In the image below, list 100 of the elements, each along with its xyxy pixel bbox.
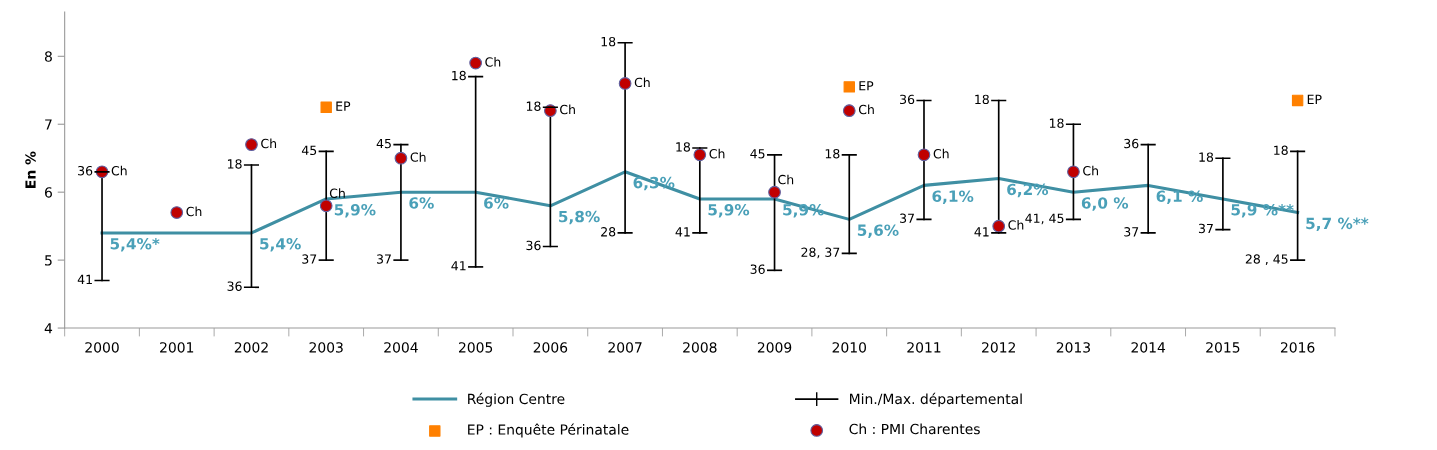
point xyxy=(917,148,931,162)
annotation: 18 xyxy=(1274,145,1288,156)
point xyxy=(245,138,258,151)
annotation: 37 xyxy=(900,213,914,223)
x-tick-label: 2011 xyxy=(907,342,941,353)
data-label: Ch xyxy=(410,152,426,162)
data-label: Ch xyxy=(186,206,202,217)
point xyxy=(992,219,1006,233)
point xyxy=(618,77,632,90)
data-label: Ch xyxy=(933,148,949,159)
point xyxy=(319,199,333,213)
x-tick-label: 2002 xyxy=(234,342,268,353)
y-tick-label: 5 xyxy=(45,255,52,266)
data-label: Ch xyxy=(858,104,874,115)
legend-label: EP : Enquête Périnatale xyxy=(468,423,629,438)
x-tick-label: 2010 xyxy=(832,342,867,353)
legend-label: Ch : PMI Charentes xyxy=(849,423,980,435)
annotation: 37 xyxy=(302,254,317,264)
data-label: Ch xyxy=(1008,220,1024,230)
data-label: Ch xyxy=(485,57,501,67)
point xyxy=(170,206,184,219)
annotation: 37 xyxy=(1198,223,1213,234)
annotation: 18 xyxy=(1199,152,1214,162)
point xyxy=(842,104,856,118)
y-tick-label: 6 xyxy=(44,187,52,198)
y-tick-label: 8 xyxy=(44,51,52,62)
data-label: 5,9% xyxy=(334,204,376,218)
data-label: 5,9% xyxy=(708,204,750,218)
data-label: 6,2% xyxy=(1007,183,1049,198)
data-label: 6,0 % xyxy=(1081,197,1129,211)
annotation: 36 xyxy=(1124,138,1139,149)
annotation: 18 xyxy=(227,159,242,169)
data-label: Ch xyxy=(1083,165,1098,176)
data-label: Ch xyxy=(634,77,650,88)
y-tick-label: 4 xyxy=(44,323,53,334)
data-label: Ch xyxy=(261,138,277,149)
annotation: 45 xyxy=(301,145,317,156)
data-label: Ch xyxy=(111,165,127,176)
x-tick-label: 2015 xyxy=(1206,342,1240,353)
x-tick-label: 2014 xyxy=(1131,342,1166,353)
annotation: 36 xyxy=(900,94,915,105)
point xyxy=(1291,94,1304,107)
x-tick-label: 2008 xyxy=(683,342,717,353)
annotation: 18 xyxy=(526,101,541,111)
annotation: 41 xyxy=(974,227,989,237)
point xyxy=(693,148,707,162)
x-tick-label: 2013 xyxy=(1056,342,1090,353)
annotation: 45 xyxy=(376,138,391,149)
data-label: EP xyxy=(336,101,351,111)
data-label: 5,7 %** xyxy=(1306,217,1369,232)
annotation: 36 xyxy=(78,165,93,176)
legend-label: Région Centre xyxy=(468,392,565,407)
data-label: 6,1% xyxy=(932,190,974,204)
annotation: 41 xyxy=(77,274,92,284)
annotation: 28 xyxy=(601,227,616,237)
data-label: 5,6% xyxy=(857,224,899,238)
annotation: 41, 45 xyxy=(1025,213,1064,225)
x-tick-label: 2005 xyxy=(458,342,493,353)
annotation: 18 xyxy=(825,148,840,159)
point xyxy=(768,185,781,199)
x-tick-label: 2016 xyxy=(1280,342,1315,353)
data-label: Ch xyxy=(709,148,725,159)
annotation: 18 xyxy=(452,70,466,81)
data-label: Ch xyxy=(329,188,345,198)
data-label: 5,9% xyxy=(783,204,824,218)
annotation: 18 xyxy=(975,94,989,105)
data-label: 6% xyxy=(484,197,509,209)
annotation: 37 xyxy=(1124,227,1139,237)
annotation: 28, 37 xyxy=(801,247,840,259)
data-label: EP xyxy=(859,81,874,91)
data-label: Ch xyxy=(560,104,575,115)
annotation: 18 xyxy=(676,142,690,152)
annotation: 41 xyxy=(451,261,466,271)
y-axis-title: En % xyxy=(25,151,36,188)
data-label: 5,8% xyxy=(559,210,600,225)
annotation: 37 xyxy=(377,254,391,264)
data-label: EP xyxy=(1307,94,1322,104)
annotation: 41 xyxy=(675,227,690,237)
x-tick-label: 2001 xyxy=(160,342,194,353)
x-tick-label: 2012 xyxy=(982,342,1015,353)
x-tick-label: 2000 xyxy=(85,342,119,353)
annotation: 28 , 45 xyxy=(1245,254,1288,266)
y-tick-label: 7 xyxy=(45,119,52,130)
data-label: 6% xyxy=(409,197,434,209)
annotation: 45 xyxy=(750,149,765,159)
x-tick-label: 2007 xyxy=(608,342,642,353)
x-tick-label: 2004 xyxy=(384,342,418,353)
text: Min./Max. départemental xyxy=(850,392,1022,407)
annotation: 36 xyxy=(526,240,541,251)
data-label: 5,4% xyxy=(260,237,301,252)
data-label: Ch xyxy=(778,174,794,185)
point xyxy=(1067,165,1080,179)
point xyxy=(394,151,408,165)
point xyxy=(843,81,855,93)
point xyxy=(320,101,332,113)
x-tick-label: 2009 xyxy=(757,342,792,353)
annotation: 18 xyxy=(601,36,616,47)
data-label: 5,4%* xyxy=(110,237,160,252)
point xyxy=(469,56,483,70)
annotation: 36 xyxy=(227,281,242,291)
